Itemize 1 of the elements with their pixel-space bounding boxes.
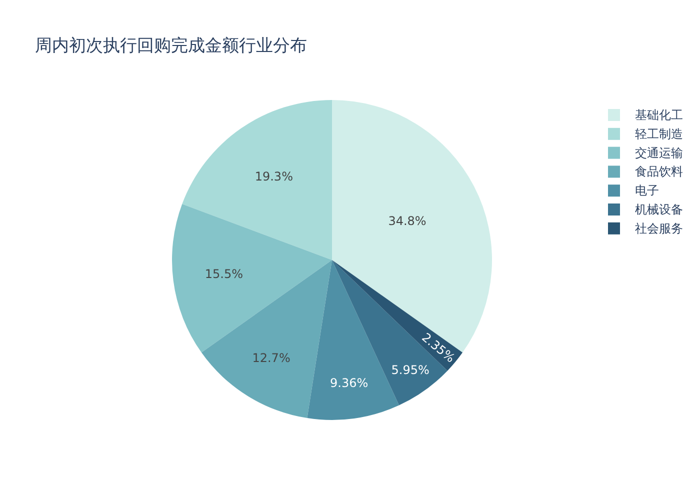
title: 周内初次执行回购完成金额行业分布 <box>35 36 307 56</box>
